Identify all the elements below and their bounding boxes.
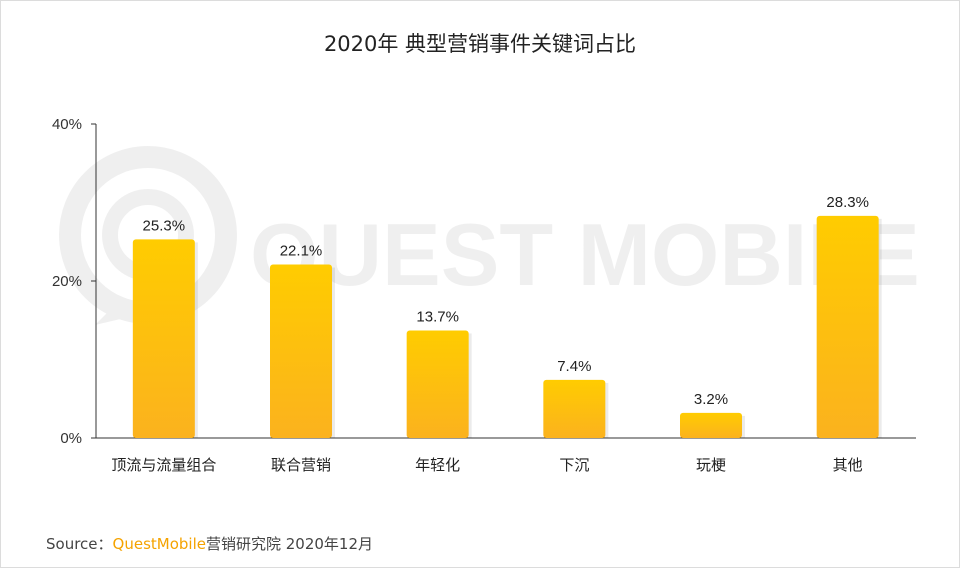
x-category-label: 顶流与流量组合 xyxy=(111,456,216,474)
data-label: 3.2% xyxy=(694,391,728,408)
data-label: 25.3% xyxy=(143,217,186,234)
source-prefix: Source： xyxy=(46,535,113,553)
y-tick-label: 40% xyxy=(52,116,82,133)
watermark-text: QUEST MOBILE xyxy=(250,205,920,304)
chart-title: 2020年 典型营销事件关键词占比 xyxy=(323,32,637,56)
source-suffix: 营销研究院 2020年12月 xyxy=(205,535,374,553)
data-label: 13.7% xyxy=(416,308,459,325)
source-brand: QuestMobile xyxy=(112,535,206,553)
bar xyxy=(680,412,742,438)
x-category-label: 联合营销 xyxy=(271,456,331,474)
data-label: 28.3% xyxy=(826,194,869,211)
bar xyxy=(132,239,195,438)
bar xyxy=(816,215,879,438)
labels: 25.3% 顶流与流量组合 22.1% 联合营销 13.7% 年轻化 7.4% 下沉 3.2% 玩… xyxy=(111,194,869,474)
data-label: 22.1% xyxy=(280,243,323,260)
bar xyxy=(406,330,469,438)
x-category-label: 玩梗 xyxy=(696,456,726,474)
x-category-label: 下沉 xyxy=(559,456,589,474)
axes: 0% 20% 40% xyxy=(52,116,916,447)
bar xyxy=(270,264,332,438)
source-note: Source：QuestMobile营销研究院 2020年12月 xyxy=(46,533,373,554)
data-label: 7.4% xyxy=(557,358,591,375)
y-tick-label: 0% xyxy=(60,430,82,447)
bar xyxy=(543,379,606,438)
x-category-label: 其他 xyxy=(833,456,863,474)
x-category-label: 年轻化 xyxy=(415,456,460,474)
bars xyxy=(132,215,882,438)
y-tick-label: 20% xyxy=(52,273,82,290)
